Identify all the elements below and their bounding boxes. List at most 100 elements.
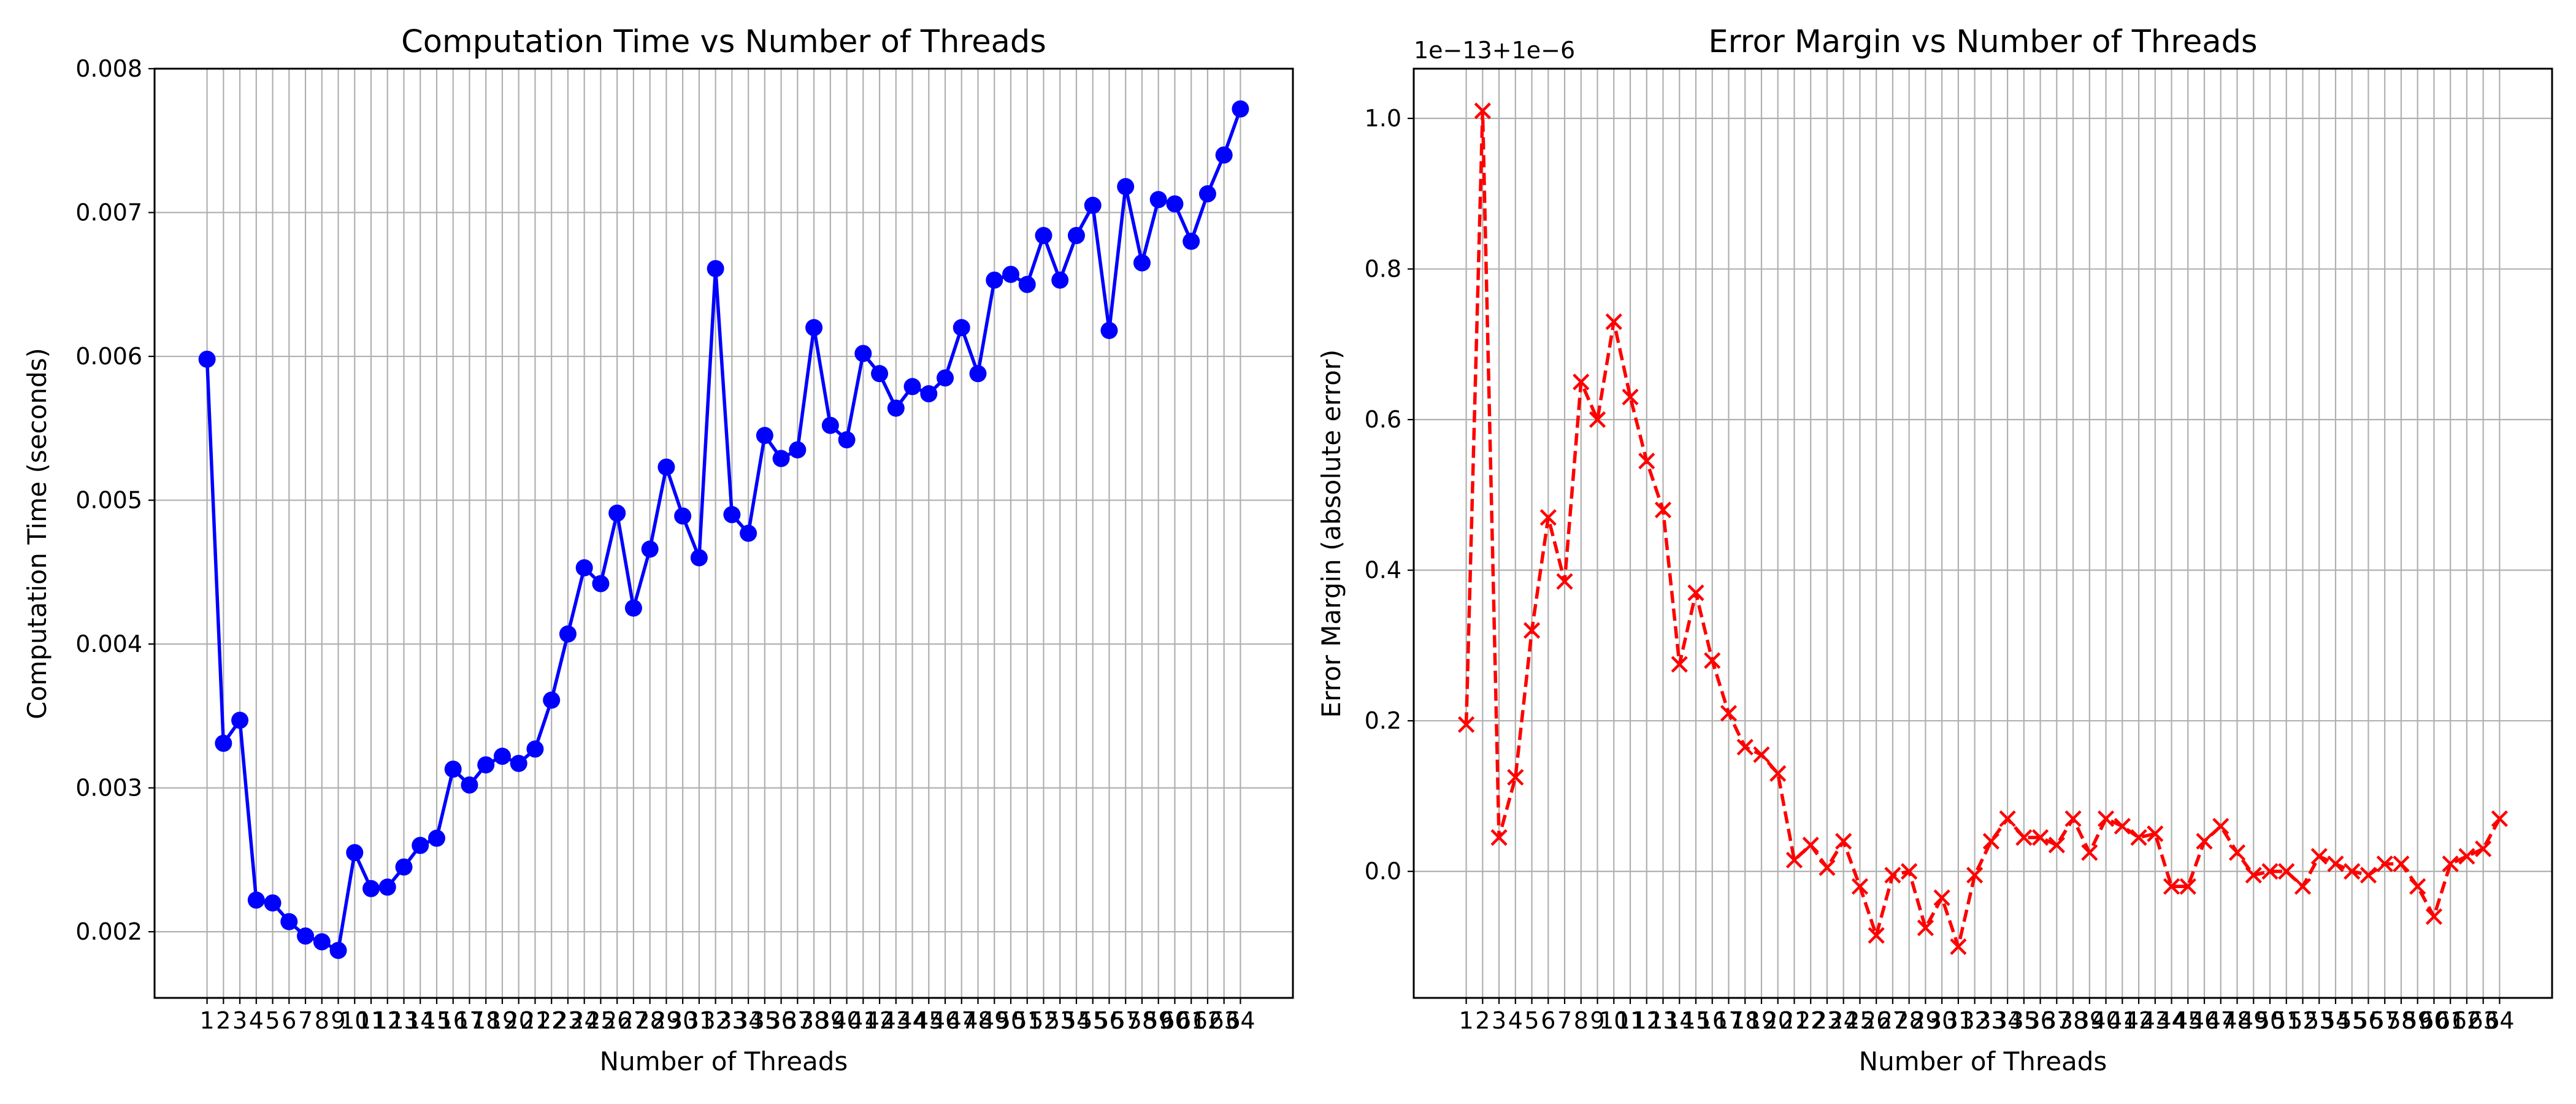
- time-chart-y-tick-label: 0.002: [75, 918, 142, 945]
- error-chart-x-tick-label: 50: [2255, 1007, 2285, 1034]
- time-chart-y-ticks: 0.002 0.003 0.004 0.005 0.006 0.007 0.008: [75, 55, 155, 945]
- error-chart-data-point: [1868, 927, 1885, 944]
- time-chart-x-tick-label: 16: [439, 1007, 468, 1034]
- time-chart-data-point: [641, 540, 659, 558]
- time-chart-data-point: [1198, 185, 1216, 203]
- error-chart-y-axis-label: Error Margin (absolute error): [1316, 350, 1346, 718]
- error-chart-data-point: [1671, 656, 1688, 673]
- time-chart-data-point: [1215, 146, 1233, 164]
- error-chart-x-tick-label: 38: [2058, 1007, 2088, 1034]
- error-chart-data-point: [1982, 833, 1999, 850]
- error-chart-data-point: [1901, 863, 1918, 880]
- time-chart-x-tick-label: 55: [1078, 1007, 1108, 1034]
- time-chart-data-point: [821, 416, 839, 434]
- time-chart-x-tick-label: 46: [930, 1007, 960, 1034]
- error-chart-data-point: [1638, 453, 1655, 470]
- error-chart-x-tick-label: 64: [2485, 1007, 2514, 1034]
- time-chart-data-point: [674, 507, 692, 525]
- time-chart-data-point: [313, 933, 331, 951]
- time-chart-y-tick-label: 0.008: [75, 55, 142, 82]
- time-chart-x-tick-label: 34: [734, 1007, 763, 1034]
- time-chart-data-point: [329, 941, 347, 959]
- error-chart-data-point: [2048, 837, 2065, 854]
- time-chart-x-tick-label: 9: [331, 1007, 345, 1034]
- error-chart: 1 2 3 4 5 6 7 8 91011121314151617181920212223242…: [1316, 24, 2553, 1076]
- error-chart-y-tick-label: 0.6: [1365, 406, 1401, 433]
- time-chart-data-point: [378, 878, 396, 896]
- time-chart-data-point: [362, 880, 380, 897]
- error-chart-x-tick-label: 48: [2222, 1007, 2252, 1034]
- error-chart-x-tick-label: 16: [1698, 1007, 1727, 1034]
- time-chart-x-tick-label: 42: [865, 1007, 894, 1034]
- time-chart-x-tick-label: 64: [1225, 1007, 1255, 1034]
- time-chart-markers: [198, 100, 1249, 959]
- time-chart-data-point: [986, 271, 1003, 289]
- time-chart-x-tick-label: 17: [454, 1007, 484, 1034]
- time-chart-x-tick-label: 28: [635, 1007, 664, 1034]
- error-chart-data-point: [2344, 863, 2361, 880]
- time-chart-data-point: [756, 427, 773, 445]
- time-chart-x-tick-label: 5: [265, 1007, 280, 1034]
- error-chart-data-point: [1523, 622, 1541, 639]
- time-chart-x-tick-label: 57: [1111, 1007, 1140, 1034]
- error-chart-data-point: [1802, 837, 1819, 854]
- error-chart-data-point: [1589, 411, 1606, 428]
- error-chart-x-tick-label: 6: [1541, 1007, 1555, 1034]
- time-chart-x-tick-label: 49: [979, 1007, 1009, 1034]
- time-chart-data-point: [624, 599, 642, 617]
- error-chart-data-point: [1950, 938, 1967, 956]
- error-chart-data-point: [2212, 818, 2229, 835]
- time-chart-data-point: [723, 506, 741, 524]
- error-chart-data-point: [2015, 829, 2033, 846]
- error-chart-x-tick-label: 49: [2239, 1007, 2268, 1034]
- error-chart-data-point: [1999, 810, 2016, 827]
- error-chart-data-point: [1687, 584, 1704, 602]
- error-chart-x-tick-label: 15: [1681, 1007, 1711, 1034]
- error-chart-data-point: [1556, 573, 1573, 590]
- error-chart-x-tick-label: 22: [1796, 1007, 1825, 1034]
- time-chart-x-tick-label: 36: [766, 1007, 795, 1034]
- error-chart-data-point: [2376, 855, 2393, 873]
- time-chart-data-point: [953, 319, 970, 337]
- error-chart-grid: [1414, 69, 2552, 998]
- time-chart-data-point: [575, 559, 593, 577]
- time-chart-data-point: [247, 891, 265, 909]
- time-chart-x-tick-label: 62: [1193, 1007, 1222, 1034]
- error-chart-y-tick-label: 0.2: [1365, 707, 1401, 734]
- time-chart-data-point: [1166, 195, 1184, 213]
- time-chart-data-point: [510, 754, 527, 772]
- error-chart-series-line: [1464, 109, 2501, 949]
- error-chart-data-point: [1539, 509, 1557, 526]
- time-chart-data-point: [805, 319, 823, 337]
- time-chart-data-point: [854, 345, 872, 362]
- error-chart-x-tick-label: 11: [1616, 1007, 1645, 1034]
- time-chart-data-point: [477, 756, 495, 774]
- time-chart-data-point: [1149, 191, 1167, 209]
- time-chart-x-tick-label: 43: [881, 1007, 911, 1034]
- time-chart-x-tick-label: 53: [1045, 1007, 1075, 1034]
- time-chart-data-point: [543, 691, 561, 709]
- time-chart-x-tick-label: 18: [471, 1007, 500, 1034]
- error-chart-x-tick-label: 1: [1459, 1007, 1473, 1034]
- time-chart-data-point: [690, 549, 708, 567]
- error-chart-data-point: [2475, 840, 2492, 857]
- error-chart-x-tick-label: 42: [2124, 1007, 2153, 1034]
- time-chart-x-tick-label: 63: [1209, 1007, 1238, 1034]
- error-chart-x-tick-label: 61: [2436, 1007, 2465, 1034]
- error-chart-data-point: [2032, 829, 2049, 846]
- time-chart-x-tick-label: 40: [832, 1007, 861, 1034]
- error-chart-x-tick-label: 26: [1861, 1007, 1891, 1034]
- time-chart-data-point: [461, 776, 478, 794]
- error-chart-x-tick-label: 57: [2370, 1007, 2399, 1034]
- time-chart-y-tick-label: 0.005: [75, 487, 142, 514]
- error-chart-data-point: [2409, 878, 2426, 895]
- time-chart-x-tick-label: 31: [684, 1007, 714, 1034]
- error-chart-data-point: [1490, 829, 1508, 846]
- error-chart-data-point: [1819, 859, 1836, 876]
- error-chart-data-point: [2359, 867, 2377, 884]
- time-chart-data-point: [1051, 271, 1069, 289]
- error-chart-x-tick-label: 2: [1475, 1007, 1490, 1034]
- error-chart-x-tick-label: 60: [2419, 1007, 2448, 1034]
- time-chart-data-point: [280, 913, 298, 930]
